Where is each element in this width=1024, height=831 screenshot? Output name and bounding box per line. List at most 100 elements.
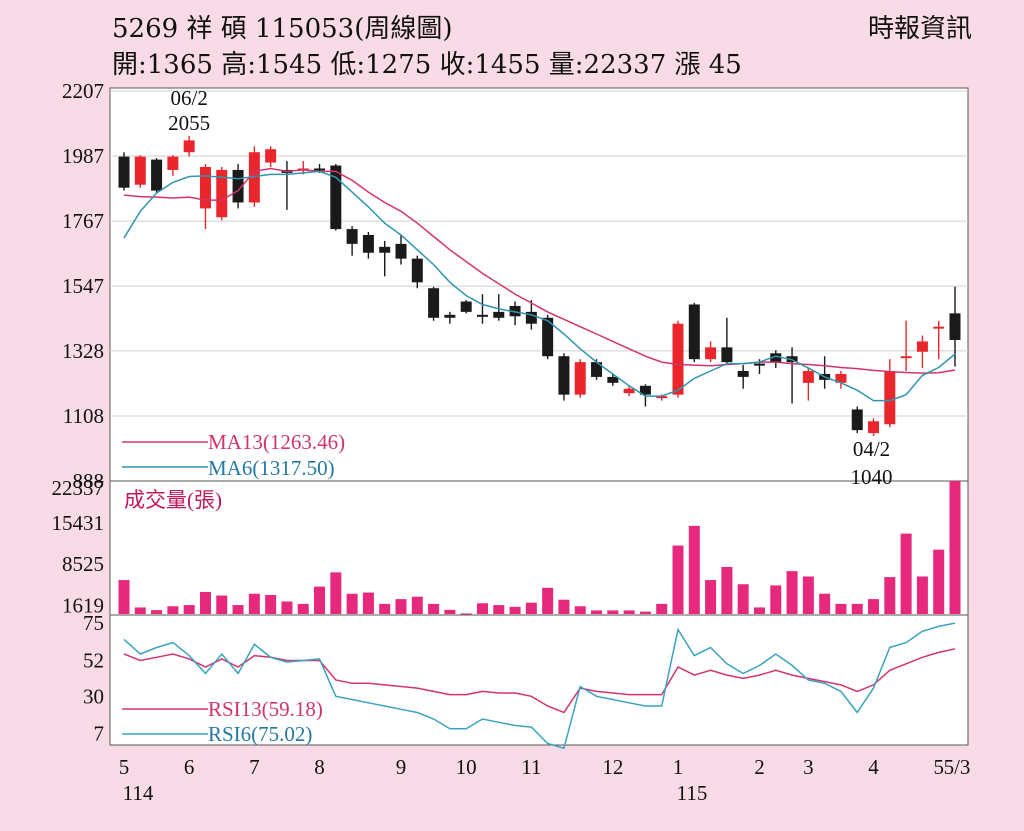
candle-body	[444, 314, 456, 318]
low-value-label: 1040	[851, 465, 893, 489]
volume-bar	[379, 603, 391, 614]
rsi13-legend-label: RSI13(59.18)	[208, 697, 323, 721]
volume-bar	[656, 603, 668, 614]
volume-bar	[476, 603, 488, 614]
candle-body	[770, 353, 782, 363]
candle-body	[314, 168, 326, 171]
volume-bar	[623, 610, 635, 614]
candle-body	[916, 341, 928, 352]
volume-bar	[265, 594, 277, 614]
volume-tick-label: 15431	[52, 511, 105, 535]
x-month-label: 11	[521, 755, 541, 779]
price-tick-label: 1108	[63, 404, 104, 428]
volume-bar	[786, 571, 798, 614]
volume-bar	[346, 593, 358, 614]
volume-bar	[118, 580, 130, 614]
volume-bar	[770, 585, 782, 614]
volume-bar	[851, 603, 863, 614]
ma6-legend-label: MA6(1317.50)	[208, 456, 335, 480]
volume-bar	[216, 595, 228, 614]
candle-body	[949, 313, 961, 340]
x-month-label: 5	[933, 755, 944, 779]
candle-body	[183, 140, 195, 153]
volume-bar	[900, 533, 912, 614]
candle-body	[362, 234, 374, 253]
candle-body	[199, 166, 211, 209]
candle-body	[802, 371, 814, 383]
volume-bar	[884, 577, 896, 614]
volume-bar	[281, 601, 293, 614]
volume-bar	[330, 572, 342, 614]
volume-tick-label: 22337	[52, 476, 105, 500]
rsi-tick-label: 7	[94, 722, 105, 746]
price-stats: 開:1365 高:1545 低:1275 收:1455 量:22337 漲 45	[112, 50, 742, 80]
volume-bar	[949, 481, 961, 614]
candle-body	[428, 288, 440, 318]
volume-bar	[428, 603, 440, 614]
volume-bar	[167, 606, 179, 614]
price-tick-label: 1328	[62, 339, 104, 363]
candle-body	[395, 243, 407, 259]
volume-bar	[525, 602, 537, 614]
x-month-label: 6	[184, 755, 195, 779]
ma13-line	[123, 167, 956, 374]
high-value-label: 2055	[168, 111, 210, 135]
candle-body	[411, 258, 423, 283]
price-tick-label: 2207	[62, 79, 104, 103]
volume-bar	[705, 580, 717, 614]
volume-bar	[688, 525, 700, 614]
candle-body	[493, 311, 505, 318]
volume-bar	[933, 549, 945, 614]
volume-bar	[134, 607, 146, 614]
candle-body	[607, 376, 619, 383]
candle-body	[639, 385, 651, 395]
candle-body	[525, 311, 537, 324]
ma6-line	[123, 170, 956, 402]
candle-body	[884, 371, 896, 425]
rsi-panel	[109, 614, 969, 746]
volume-bar	[297, 603, 309, 614]
x-month-label: 7	[249, 755, 260, 779]
candle-body	[574, 362, 586, 395]
candle-body	[346, 229, 358, 244]
candle-body	[118, 156, 130, 188]
volume-bar	[411, 596, 423, 614]
volume-bar	[542, 587, 554, 614]
volume-bar	[835, 603, 847, 614]
rsi-tick-label: 30	[83, 684, 104, 708]
rsi6-line	[123, 622, 956, 750]
volume-bar	[672, 545, 684, 614]
price-tick-label: 1987	[62, 144, 104, 168]
candle-body	[379, 246, 391, 253]
volume-bar	[444, 609, 456, 614]
volume-bar	[248, 593, 260, 614]
candle-body	[167, 156, 179, 170]
rsi13-line	[123, 648, 956, 714]
x-year-label: 114	[123, 781, 154, 805]
rsi-tick-label: 52	[83, 649, 104, 673]
candle-body	[330, 165, 342, 230]
volume-bar	[721, 566, 733, 614]
volume-bar	[493, 605, 505, 614]
volume-bar	[151, 610, 163, 614]
candle-body	[248, 152, 260, 203]
candle-body	[232, 169, 244, 203]
volume-bar	[819, 593, 831, 614]
volume-bar	[362, 592, 374, 614]
candle-body	[216, 169, 228, 218]
x-month-label: 9	[396, 755, 407, 779]
price-tick-label: 1547	[62, 274, 104, 298]
rsi-tick-label: 75	[83, 611, 104, 635]
x-month-label: 2	[754, 755, 765, 779]
x-month-label: 4	[868, 755, 879, 779]
candle-body	[737, 371, 749, 377]
high-date-label: 06/2	[171, 86, 208, 110]
volume-bar	[232, 605, 244, 614]
candle-body	[476, 314, 488, 317]
volume-panel	[109, 480, 969, 616]
volume-tick-label: 1619	[62, 593, 104, 617]
x-month-label: 1	[673, 755, 684, 779]
candle-body	[151, 159, 163, 191]
volume-bar	[607, 610, 619, 614]
